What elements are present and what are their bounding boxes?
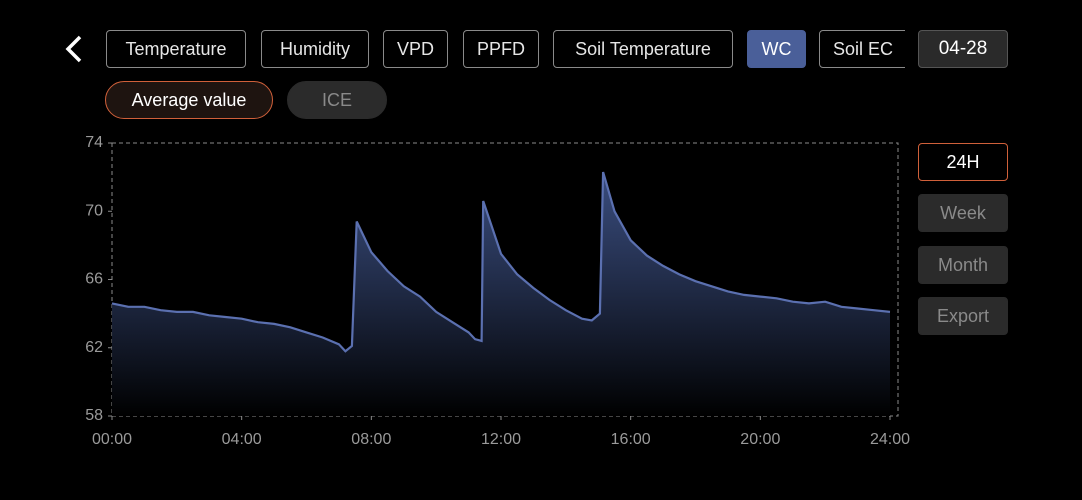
y-tick-label: 58 — [85, 407, 103, 424]
tab-clip: Soil EC — [819, 30, 905, 68]
mode-active[interactable]: Average value — [105, 81, 273, 119]
range[interactable]: Month — [918, 246, 1008, 284]
x-tick-label: 24:00 — [870, 431, 910, 448]
x-tick-label: 12:00 — [481, 431, 521, 448]
line — [111, 171, 891, 353]
tab-active[interactable]: WC — [747, 30, 806, 68]
x-tick-label: 00:00 — [92, 431, 132, 448]
export-button[interactable]: Export — [918, 297, 1008, 335]
tab[interactable]: Soil EC — [819, 30, 905, 68]
area — [112, 172, 890, 416]
tab[interactable]: Soil Temperature — [553, 30, 733, 68]
x-tick-label: 04:00 — [222, 431, 262, 448]
y-tick-label: 70 — [85, 202, 103, 219]
y-tick-label: 74 — [85, 134, 103, 151]
tab[interactable]: Humidity — [261, 30, 369, 68]
tab[interactable]: Temperature — [106, 30, 246, 68]
y-tick-label: 66 — [85, 271, 103, 288]
mode[interactable]: ICE — [287, 81, 387, 119]
x-tick-label: 16:00 — [611, 431, 651, 448]
x-tick-label: 08:00 — [351, 431, 391, 448]
range[interactable]: Week — [918, 194, 1008, 232]
date-picker[interactable]: 04-28 — [918, 30, 1008, 68]
tab[interactable]: VPD — [383, 30, 448, 68]
tab[interactable]: PPFD — [463, 30, 539, 68]
range-active[interactable]: 24H — [918, 143, 1008, 181]
back-button[interactable] — [62, 34, 86, 64]
x-tick-label: 20:00 — [740, 431, 780, 448]
y-tick-label: 62 — [85, 339, 103, 356]
